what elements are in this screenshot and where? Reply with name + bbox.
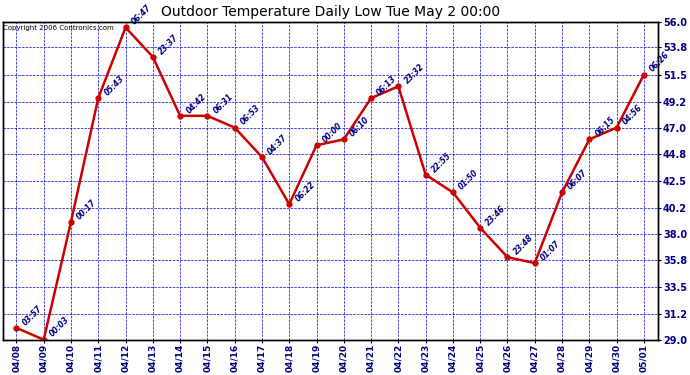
Text: 23:46: 23:46 <box>484 204 508 227</box>
Text: 04:37: 04:37 <box>266 133 290 156</box>
Text: 06:22: 06:22 <box>293 180 317 203</box>
Text: 04:42: 04:42 <box>184 92 208 115</box>
Text: 06:15: 06:15 <box>593 115 617 139</box>
Text: 23:48: 23:48 <box>512 233 535 256</box>
Text: 23:37: 23:37 <box>157 33 180 56</box>
Text: 06:26: 06:26 <box>648 51 671 74</box>
Text: 01:50: 01:50 <box>457 168 480 192</box>
Text: 06:13: 06:13 <box>375 74 399 98</box>
Text: 06:47: 06:47 <box>130 3 153 27</box>
Text: 05:43: 05:43 <box>102 74 126 98</box>
Text: 06:31: 06:31 <box>212 92 235 115</box>
Text: Copyright 2006 Contronics.com: Copyright 2006 Contronics.com <box>3 25 114 31</box>
Text: 06:53: 06:53 <box>239 104 262 127</box>
Text: 22:55: 22:55 <box>430 151 453 174</box>
Title: Outdoor Temperature Daily Low Tue May 2 00:00: Outdoor Temperature Daily Low Tue May 2 … <box>161 5 500 19</box>
Text: 00:03: 00:03 <box>48 316 71 339</box>
Text: 06:10: 06:10 <box>348 115 371 139</box>
Text: 23:32: 23:32 <box>402 62 426 86</box>
Text: 04:56: 04:56 <box>621 104 644 127</box>
Text: 00:00: 00:00 <box>321 121 344 144</box>
Text: 00:17: 00:17 <box>75 198 99 221</box>
Text: 06:07: 06:07 <box>566 168 589 192</box>
Text: 03:57: 03:57 <box>21 304 44 327</box>
Text: 01:07: 01:07 <box>539 239 562 262</box>
